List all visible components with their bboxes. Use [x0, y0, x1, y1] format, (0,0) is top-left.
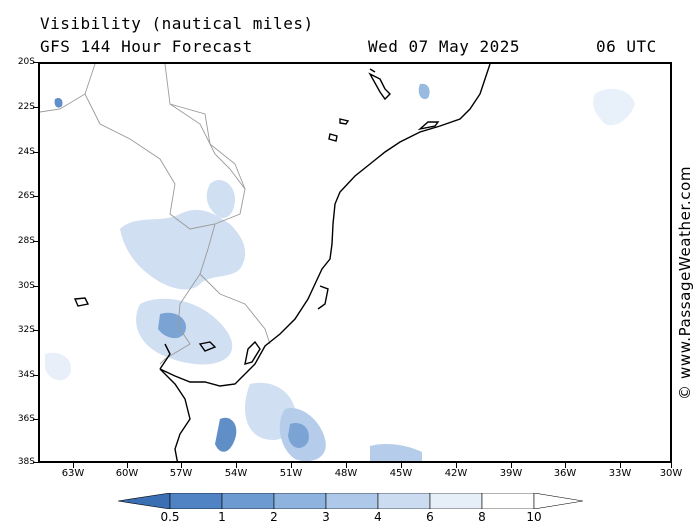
lon-tick [511, 463, 512, 468]
legend-label: 3 [322, 510, 330, 524]
map-title: Visibility (nautical miles) [40, 14, 314, 33]
lat-label: 34S [17, 370, 35, 380]
lon-label: 57W [169, 468, 193, 479]
lat-label: 26S [17, 191, 35, 201]
coastline [73, 64, 491, 461]
lat-label: 36S [17, 414, 35, 424]
lat-label: 28S [17, 236, 35, 246]
lon-label: 63W [61, 468, 85, 479]
forecast-date: Wed 07 May 2025 [368, 37, 520, 56]
lat-tick [33, 107, 38, 108]
lat-tick [33, 419, 38, 420]
lon-tick [181, 463, 182, 468]
lat-tick [33, 62, 38, 63]
visibility-legend-bar [118, 493, 583, 509]
lon-label: 45W [389, 468, 413, 479]
lat-label: 20S [17, 57, 35, 67]
lat-tick [33, 330, 38, 331]
legend-label: 1 [218, 510, 226, 524]
visibility-shading [45, 83, 635, 461]
lon-label: 42W [444, 468, 468, 479]
legend-swatch [533, 493, 583, 509]
legend-label: 0.5 [160, 510, 180, 524]
lon-label: 33W [608, 468, 632, 479]
legend-swatch [325, 493, 379, 509]
lat-label: 22S [17, 102, 35, 112]
legend-label: 10 [526, 510, 542, 524]
lon-label: 60W [115, 468, 139, 479]
lat-label: 24S [17, 147, 35, 157]
lon-tick [401, 463, 402, 468]
forecast-time: 06 UTC [596, 37, 657, 56]
legend-label: 2 [270, 510, 278, 524]
lat-tick [33, 462, 38, 463]
map-canvas [40, 64, 635, 461]
legend-swatch [169, 493, 223, 509]
lat-tick [33, 286, 38, 287]
copyright-credit: © www.PassageWeather.com [676, 165, 694, 400]
lon-label: 30W [659, 468, 683, 479]
legend-swatch [221, 493, 275, 509]
lon-tick [620, 463, 621, 468]
lon-label: 51W [279, 468, 303, 479]
lat-tick [33, 241, 38, 242]
lon-tick [565, 463, 566, 468]
lon-label: 36W [553, 468, 577, 479]
lat-tick [33, 196, 38, 197]
lon-label: 54W [224, 468, 248, 479]
lon-tick [73, 463, 74, 468]
lon-label: 48W [334, 468, 358, 479]
legend-swatch [273, 493, 327, 509]
map-area [38, 62, 672, 463]
legend-label: 6 [426, 510, 434, 524]
legend-swatch [377, 493, 431, 509]
legend-swatch [118, 493, 171, 509]
lon-tick [236, 463, 237, 468]
forecast-subtitle: GFS 144 Hour Forecast [40, 37, 253, 56]
lat-label: 32S [17, 325, 35, 335]
legend-swatch [429, 493, 483, 509]
lon-tick [127, 463, 128, 468]
legend-label: 8 [478, 510, 486, 524]
lon-tick [671, 463, 672, 468]
lon-tick [346, 463, 347, 468]
legend-swatch [481, 493, 535, 509]
country-borders [40, 64, 271, 365]
lon-tick [291, 463, 292, 468]
lat-label: 38S [17, 457, 35, 467]
lat-tick [33, 152, 38, 153]
lat-tick [33, 375, 38, 376]
legend-label: 4 [374, 510, 382, 524]
lon-label: 39W [499, 468, 523, 479]
lon-tick [456, 463, 457, 468]
lat-label: 30S [17, 281, 35, 291]
